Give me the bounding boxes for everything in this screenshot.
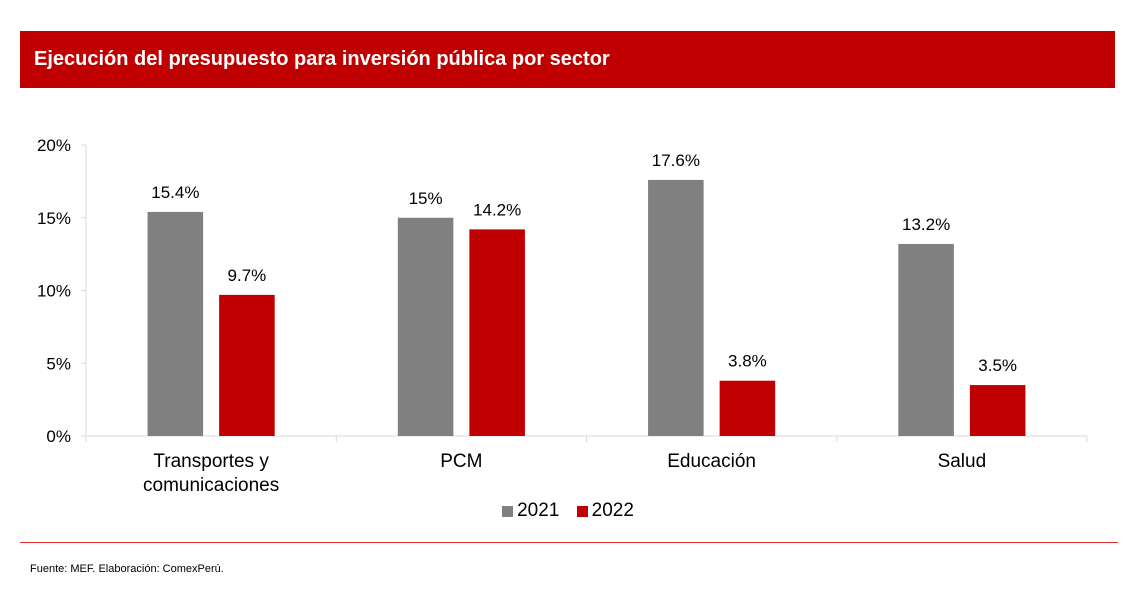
bar-2021-0: [147, 211, 204, 436]
data-label-2021-1: 15%: [409, 189, 443, 208]
legend-label-2021: 2021: [517, 500, 560, 521]
source-note: Fuente: MEF. Elaboración: ComexPerú.: [30, 563, 224, 575]
y-tick-label: 5%: [46, 354, 71, 373]
x-category-label: Transportes y: [153, 451, 269, 472]
bar-2022-1: [469, 229, 525, 436]
y-tick-label: 20%: [37, 136, 71, 155]
legend-item-2021: 2021: [502, 500, 559, 522]
title-bar: Ejecución del presupuesto para inversión…: [20, 31, 1115, 88]
bar-2022-3: [969, 385, 1026, 436]
data-label-2022-3: 3.5%: [978, 356, 1017, 375]
data-label-2022-0: 9.7%: [228, 266, 267, 285]
bar-2022-2: [719, 380, 776, 436]
legend-swatch-2021: [502, 505, 514, 517]
x-category-label: comunicaciones: [143, 475, 279, 496]
x-category-label: PCM: [440, 451, 482, 472]
legend-item-2022: 2022: [576, 500, 634, 522]
data-label-2021-0: 15.4%: [151, 183, 199, 202]
data-label-2022-2: 3.8%: [728, 352, 767, 371]
footer-divider: [20, 542, 1118, 543]
data-label-2021-3: 13.2%: [902, 215, 950, 234]
y-tick-label: 0%: [46, 427, 71, 446]
y-tick-label: 15%: [37, 209, 71, 228]
x-category-label: Salud: [938, 451, 987, 472]
bar-2022-0: [219, 294, 275, 436]
bar-2021-1: [397, 217, 454, 436]
data-label-2021-2: 17.6%: [652, 151, 700, 170]
x-category-label: Educación: [667, 451, 756, 472]
bar-2021-2: [648, 179, 704, 437]
y-tick-label: 10%: [37, 282, 71, 301]
bar-2021-3: [898, 243, 954, 436]
legend: 2021 2022: [0, 500, 1136, 523]
legend-swatch-2022: [576, 505, 588, 517]
chart-title: Ejecución del presupuesto para inversión…: [34, 48, 610, 70]
legend-label-2022: 2022: [591, 500, 634, 521]
data-label-2022-1: 14.2%: [473, 200, 521, 219]
